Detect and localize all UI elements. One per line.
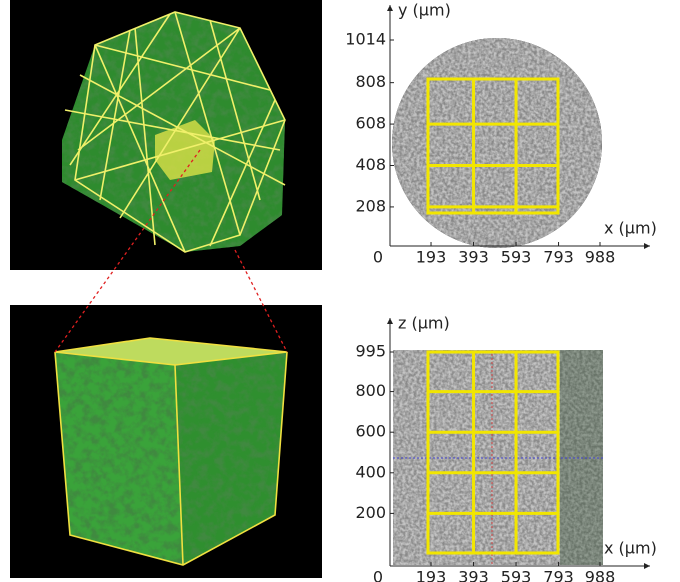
x-tick-label: 0 (373, 248, 383, 267)
slice-image-top (390, 36, 602, 248)
axis-arrow (644, 563, 650, 569)
y-tick-label: 208 (355, 196, 386, 215)
y-tick-label: 400 (355, 462, 386, 481)
figure: y (μm) x (μm) 0 193 393 593 793 988 208 408 608 808… (0, 0, 680, 582)
x-tick-label: 193 (416, 248, 447, 267)
y-axis-label: y (μm) (398, 1, 451, 20)
axis-arrow (644, 243, 650, 249)
x-tick-label: 793 (543, 568, 574, 582)
x-tick-label: 988 (585, 248, 616, 267)
y-tick-label: 808 (355, 72, 386, 91)
x-tick-label: 793 (543, 248, 574, 267)
x-axis-label: x (μm) (604, 219, 657, 238)
x-tick-label: 593 (501, 568, 532, 582)
x-tick-label: 0 (373, 568, 383, 582)
axis-arrow (387, 318, 393, 324)
y-tick-label: 408 (355, 155, 386, 174)
y-tick-label: 800 (355, 381, 386, 400)
x-tick-label: 393 (458, 248, 489, 267)
x-axis-label: x (μm) (604, 539, 657, 558)
y-tick-label: 600 (355, 422, 386, 441)
y-tick-label: 608 (355, 114, 386, 133)
x-tick-label: 593 (501, 248, 532, 267)
axis-arrow (387, 5, 393, 11)
slice-image-side (393, 350, 603, 565)
y-axis-label: z (μm) (398, 314, 450, 333)
x-tick-label: 988 (585, 568, 616, 582)
x-tick-label: 193 (416, 568, 447, 582)
y-tick-label: 995 (355, 342, 386, 361)
y-tick-label: 1014 (345, 30, 386, 49)
x-tick-label: 393 (458, 568, 489, 582)
y-tick-label: 200 (355, 503, 386, 522)
